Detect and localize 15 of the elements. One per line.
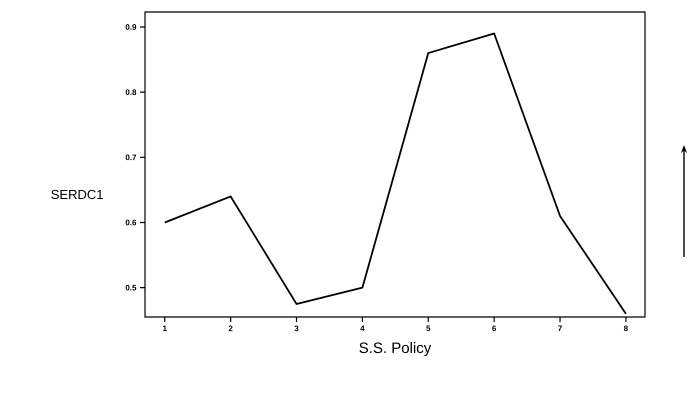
x-tick-label: 8 bbox=[624, 326, 628, 332]
x-tick-label: 4 bbox=[360, 326, 365, 332]
y-tick-label: 0.8 bbox=[126, 89, 136, 95]
x-axis-title: S.S. Policy bbox=[359, 342, 432, 356]
x-tick-label: 1 bbox=[163, 326, 167, 332]
y-tick-label: 0.9 bbox=[126, 24, 136, 30]
x-tick-label: 2 bbox=[228, 326, 233, 332]
x-tick-label: 5 bbox=[426, 326, 430, 332]
y-tick-label: 0.5 bbox=[126, 284, 136, 290]
x-tick-label: 3 bbox=[294, 326, 298, 332]
y-axis-title: SERDC1 bbox=[51, 190, 103, 200]
y-tick-label: 0.7 bbox=[126, 154, 136, 160]
y-tick-label: 0.6 bbox=[126, 220, 136, 226]
x-tick-label: 6 bbox=[492, 326, 496, 332]
x-tick-label: 7 bbox=[558, 326, 562, 332]
